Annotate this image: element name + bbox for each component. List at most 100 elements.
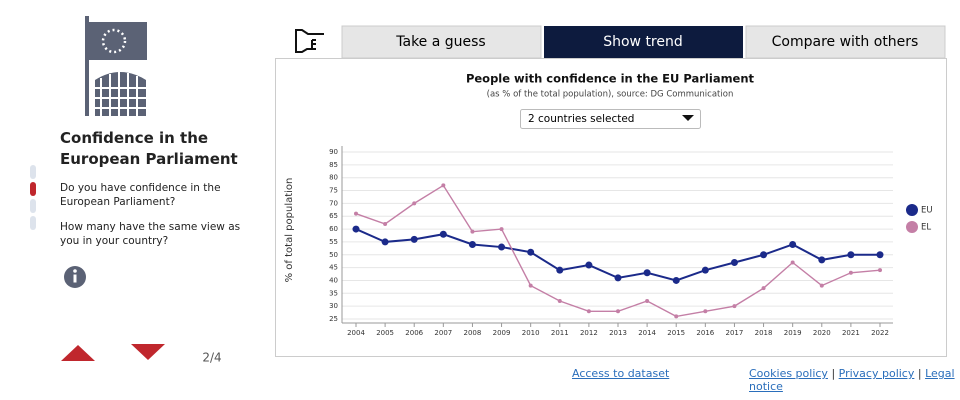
question: Do you have confidence in the European P… bbox=[60, 182, 221, 208]
y-tick-label: 45 bbox=[329, 264, 338, 272]
footer-link[interactable]: Legal notice bbox=[749, 367, 955, 393]
x-tick-label: 2015 bbox=[667, 329, 685, 337]
data-point bbox=[410, 235, 418, 243]
legend-label: EL bbox=[921, 223, 931, 233]
x-tick-label: 2021 bbox=[842, 329, 860, 337]
y-tick-label: 40 bbox=[329, 276, 338, 284]
data-point bbox=[760, 251, 768, 259]
x-tick-label: 2013 bbox=[609, 329, 627, 337]
x-tick-label: 2011 bbox=[551, 329, 569, 337]
y-tick-label: 35 bbox=[329, 289, 338, 297]
progress bbox=[30, 165, 36, 230]
data-point bbox=[585, 261, 593, 269]
y-tick-label: 85 bbox=[329, 161, 338, 169]
y-tick-label: 75 bbox=[329, 187, 338, 195]
data-point bbox=[352, 225, 360, 233]
data-point bbox=[790, 260, 795, 265]
y-axis-label: % of total population bbox=[284, 178, 295, 283]
legend-label: EU bbox=[921, 206, 933, 216]
prev-arrow[interactable] bbox=[61, 345, 95, 361]
data-point bbox=[557, 299, 562, 304]
data-point bbox=[789, 240, 797, 248]
data-point bbox=[732, 304, 737, 309]
dropdown-caret bbox=[682, 115, 694, 121]
data-point bbox=[468, 240, 476, 248]
tab-label[interactable]: Compare with others bbox=[772, 34, 919, 50]
data-point bbox=[876, 251, 884, 259]
data-point bbox=[847, 251, 855, 259]
tab-active[interactable] bbox=[544, 26, 743, 58]
data-point bbox=[614, 274, 622, 282]
x-tick-label: 2007 bbox=[434, 329, 452, 337]
x-tick-label: 2018 bbox=[755, 329, 773, 337]
x-tick-label: 2014 bbox=[638, 329, 656, 337]
data-point bbox=[556, 266, 564, 274]
y-tick-label: 90 bbox=[329, 148, 338, 156]
x-tick-label: 2012 bbox=[580, 329, 598, 337]
pager: 2/4 bbox=[202, 351, 221, 365]
x-tick-label: 2009 bbox=[493, 329, 511, 337]
data-point bbox=[383, 221, 388, 226]
x-tick-label: 2016 bbox=[696, 329, 714, 337]
data-point bbox=[643, 269, 651, 277]
data-point bbox=[703, 309, 708, 314]
tab-label[interactable]: Take a guess bbox=[395, 34, 485, 50]
data-point bbox=[528, 283, 533, 288]
data-point bbox=[439, 230, 447, 238]
tab[interactable] bbox=[341, 25, 542, 59]
chart-title: People with confidence in the EU Parliam… bbox=[466, 72, 755, 86]
data-point bbox=[527, 248, 535, 256]
info-button[interactable] bbox=[64, 266, 86, 288]
x-tick-label: 2020 bbox=[813, 329, 831, 337]
x-tick-label: 2019 bbox=[784, 329, 802, 337]
hand-icon bbox=[295, 29, 324, 53]
y-tick-label: 60 bbox=[329, 225, 338, 233]
data-point bbox=[470, 229, 475, 234]
y-tick-label: 70 bbox=[329, 199, 338, 207]
y-tick-label: 80 bbox=[329, 174, 338, 182]
x-tick-label: 2006 bbox=[405, 329, 423, 337]
x-tick-label: 2017 bbox=[726, 329, 744, 337]
y-tick-label: 25 bbox=[329, 315, 338, 323]
x-tick-label: 2004 bbox=[347, 329, 365, 337]
x-tick-label: 2008 bbox=[464, 329, 482, 337]
data-point bbox=[499, 227, 504, 232]
data-point bbox=[616, 309, 620, 314]
x-tick-label: 2005 bbox=[376, 329, 394, 337]
legend-marker bbox=[906, 221, 918, 233]
footer-links: Cookies policy | Privacy policy | Legal … bbox=[749, 367, 955, 393]
data-point bbox=[878, 268, 882, 273]
data-point bbox=[354, 211, 358, 216]
data-point bbox=[441, 183, 446, 188]
chart-subtitle: (as % of the total population), source: … bbox=[487, 90, 734, 100]
dropdown-label[interactable]: 2 countries selected bbox=[528, 113, 634, 125]
data-point bbox=[412, 201, 417, 206]
footer-link[interactable]: Privacy policy bbox=[838, 367, 915, 380]
tab[interactable] bbox=[745, 25, 946, 59]
data-point bbox=[819, 283, 824, 288]
y-tick-label: 50 bbox=[329, 251, 338, 259]
data-point bbox=[645, 299, 650, 304]
data-point bbox=[498, 243, 506, 251]
data-point bbox=[730, 258, 738, 266]
dataset-link[interactable]: Access to dataset bbox=[572, 367, 670, 380]
y-tick-label: 65 bbox=[329, 212, 338, 220]
data-point bbox=[761, 286, 766, 291]
parliament-icon bbox=[85, 16, 147, 116]
chart-box bbox=[275, 58, 947, 357]
data-point bbox=[674, 314, 679, 319]
data-point bbox=[672, 276, 680, 284]
footer-link[interactable]: Cookies policy bbox=[749, 367, 828, 380]
next-arrow[interactable] bbox=[131, 344, 165, 360]
y-tick-label: 55 bbox=[329, 238, 338, 246]
data-point bbox=[701, 266, 709, 274]
country-dropdown[interactable] bbox=[520, 109, 701, 129]
data-point bbox=[848, 270, 853, 275]
tab-label[interactable]: Show trend bbox=[603, 34, 683, 50]
legend-marker bbox=[906, 204, 918, 216]
data-point bbox=[381, 238, 389, 246]
data-point bbox=[586, 309, 591, 314]
x-tick-label: 2010 bbox=[522, 329, 540, 337]
